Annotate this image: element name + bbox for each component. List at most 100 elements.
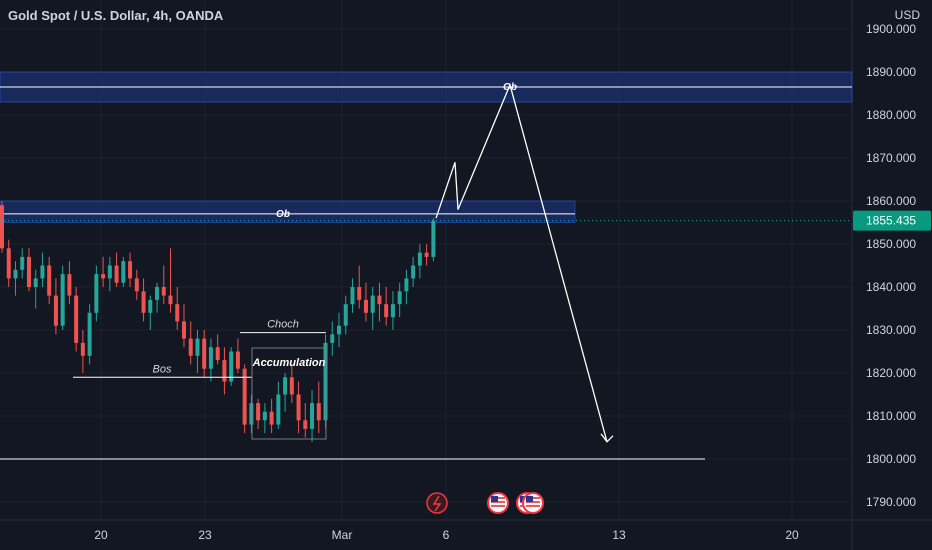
y-tick-label: 1800.000 [866,452,916,466]
candle-body [80,342,85,356]
x-tick-label: 20 [94,528,108,542]
x-tick-label: 23 [198,528,212,542]
candle-body [330,334,335,343]
candle-body [417,252,422,266]
y-tick-label: 1840.000 [866,280,916,294]
candle-body [148,299,153,313]
candle-body [424,252,429,257]
candle-body [202,338,207,369]
y-tick-label: 1870.000 [866,151,916,165]
candle-body [350,287,355,305]
x-tick-label: 13 [612,528,626,542]
candle-body [235,351,240,369]
candle-body [377,295,382,305]
candle-body [283,377,288,395]
lightning-icon-bolt [432,495,442,512]
candle-body [222,360,227,382]
order-block-label: Ob [503,82,517,93]
y-tick-label: 1880.000 [866,108,916,122]
y-tick-label: 1830.000 [866,323,916,337]
us-flag-icon [487,492,509,514]
candle-body [269,411,274,425]
candle-body [26,256,31,287]
y-tick-label: 1850.000 [866,237,916,251]
candle-body [74,295,79,343]
candle-body [128,261,133,279]
candle-body [370,295,375,313]
candle-body [101,274,106,279]
candle-body [249,403,254,425]
candle-body [161,287,166,296]
us-flag-icon-canton [491,496,498,502]
candle-body [134,278,139,292]
projection-arrowhead [600,433,614,443]
candle-body [397,291,402,305]
candle-body [188,338,193,356]
candle-body [262,411,267,421]
candle-body [256,403,261,421]
x-tick-label: 20 [785,528,799,542]
y-tick-label: 1900.000 [866,22,916,36]
y-tick-label: 1860.000 [866,194,916,208]
candle-body [310,403,315,429]
candle-body [357,287,362,300]
last-price-label: 1855.435 [866,214,916,228]
accumulation-box [251,347,327,440]
candle-body [47,265,52,296]
choch-label: Choch [267,319,299,331]
candle-body [141,291,146,313]
candle-body [33,278,38,287]
candle-body [94,274,99,313]
us-flag-icon [522,492,544,514]
bos-label: Bos [153,363,172,375]
candle-body [215,347,220,361]
candle-body [181,321,186,339]
candle-body [67,274,72,296]
candle-body [390,304,395,318]
candle-body [168,295,173,305]
candle-body [337,325,341,335]
candle-body [296,394,301,421]
candle-body [155,287,160,300]
candle-body [431,220,436,257]
us-flag-icon-canton [526,496,533,502]
candle-body [411,265,416,279]
x-tick-label: Mar [332,528,353,542]
projection-path [435,82,608,442]
candle-body [195,338,200,356]
y-tick-label: 1820.000 [866,366,916,380]
candle-body [121,261,126,283]
order-block-label: Ob [276,209,290,220]
candle-body [242,368,247,425]
candle-body [114,265,119,283]
candle-body [87,312,92,356]
y-tick-label: 1890.000 [866,65,916,79]
candle-body [53,295,58,326]
candle-body [0,205,4,249]
candle-body [303,420,308,429]
chart-title: Gold Spot / U.S. Dollar, 4h, OANDA [8,8,224,23]
lightning-icon [426,492,448,514]
candle-body [289,377,294,395]
currency-label: USD [894,8,920,22]
candle-body [404,278,409,292]
candle-body [229,351,234,382]
accumulation-label: Accumulation [252,357,326,369]
candle-body [316,403,321,421]
candle-body [343,304,348,326]
lightning-icon-circle [426,492,448,514]
candle-body [208,347,213,369]
x-tick-label: 6 [443,528,450,542]
candle-body [40,265,45,279]
candle-body [107,265,112,279]
candle-body [384,304,389,318]
candle-body [6,248,11,279]
order-block-zone [0,200,576,223]
candle-body [363,299,368,313]
candle-body [13,269,18,279]
last-price-badge [853,210,931,231]
y-tick-label: 1810.000 [866,409,916,423]
candle-body [60,274,65,326]
candle-body [20,256,25,270]
